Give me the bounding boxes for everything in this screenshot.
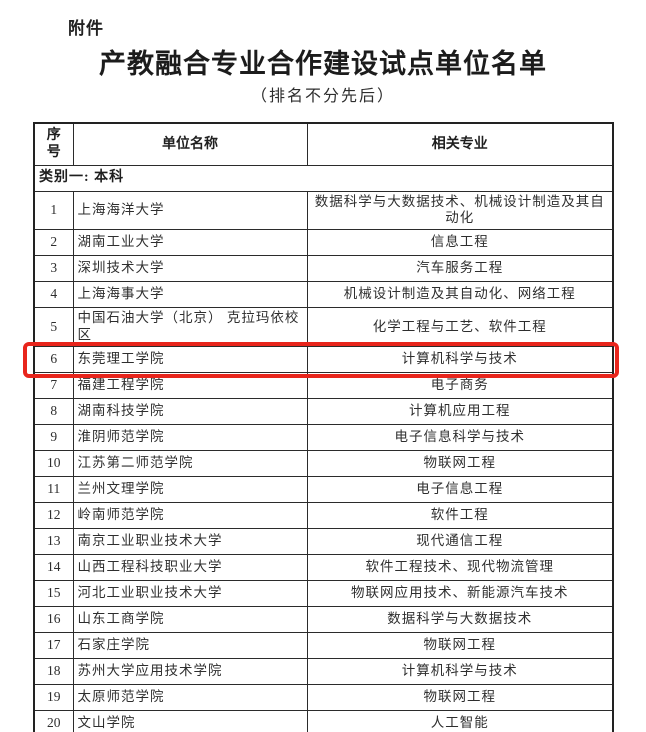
major-cell: 计算机科学与技术 [306,346,614,373]
row-number-cell: 10 [33,450,74,477]
major-cell: 电子商务 [306,372,614,399]
category-row: 类别一: 本科 [33,164,614,192]
unit-name-cell: 东莞理工学院 [72,346,308,373]
unit-name-cell: 苏州大学应用技术学院 [72,658,308,685]
unit-name-cell: 湖南工业大学 [72,229,308,257]
major-cell: 汽车服务工程 [306,255,614,283]
major-cell: 机械设计制造及其自动化、网络工程 [306,281,614,309]
major-cell: 物联网应用技术、新能源汽车技术 [306,580,614,607]
table-row: 11 兰州文理学院 电子信息工程 [33,476,614,503]
table-row: 13 南京工业职业技术大学 现代通信工程 [33,528,614,555]
unit-name-cell: 岭南师范学院 [72,502,308,529]
units-table: 序 号 单位名称 相关专业 类别一: 本科 1 上海海洋大学 数据科学与大数据技术、… [33,122,614,732]
row-number-cell: 19 [33,684,74,711]
category-label: 类别一: 本科 [33,164,614,192]
row-number-cell: 8 [33,398,74,425]
unit-name-cell: 深圳技术大学 [72,255,308,283]
unit-name-cell: 南京工业职业技术大学 [72,528,308,555]
table-row: 5 中国石油大学（北京） 克拉玛依校区 化学工程与工艺、软件工程 [33,307,614,347]
row-number-cell: 11 [33,476,74,503]
row-number-cell: 17 [33,632,74,659]
row-number-cell: 9 [33,424,74,451]
row-number-cell: 15 [33,580,74,607]
unit-name-cell: 太原师范学院 [72,684,308,711]
unit-name-cell: 中国石油大学（北京） 克拉玛依校区 [72,307,308,347]
table-row: 1 上海海洋大学 数据科学与大数据技术、机械设计制造及其自动化 [33,190,614,231]
unit-name-cell: 山东工商学院 [72,606,308,633]
unit-name-cell: 兰州文理学院 [72,476,308,503]
header-index: 序 号 [33,122,74,166]
major-cell: 物联网工程 [306,450,614,477]
table-row: 8 湖南科技学院 计算机应用工程 [33,398,614,425]
table-header: 序 号 单位名称 相关专业 [33,122,614,166]
major-cell: 电子信息工程 [306,476,614,503]
unit-name-cell: 河北工业职业技术大学 [72,580,308,607]
unit-name-cell: 江苏第二师范学院 [72,450,308,477]
unit-name-cell: 石家庄学院 [72,632,308,659]
table-row: 18 苏州大学应用技术学院 计算机科学与技术 [33,658,614,685]
major-cell: 计算机应用工程 [306,398,614,425]
row-number-cell: 5 [33,307,74,347]
row-number-cell: 13 [33,528,74,555]
major-cell: 信息工程 [306,229,614,257]
unit-name-cell: 湖南科技学院 [72,398,308,425]
table-row: 6 东莞理工学院 计算机科学与技术 [33,346,614,373]
major-cell: 数据科学与大数据技术 [306,606,614,633]
table-row: 20 文山学院 人工智能 [33,710,614,732]
unit-name-cell: 山西工程科技职业大学 [72,554,308,581]
header-unit-name: 单位名称 [72,122,308,166]
unit-name-cell: 上海海洋大学 [72,190,308,231]
table-row: 7 福建工程学院 电子商务 [33,372,614,399]
row-number-cell: 1 [33,190,74,231]
major-cell: 计算机科学与技术 [306,658,614,685]
major-cell: 软件工程 [306,502,614,529]
page-subtitle: （排名不分先后） [250,88,395,105]
row-number-cell: 16 [33,606,74,633]
unit-name-cell: 福建工程学院 [72,372,308,399]
table-row: 19 太原师范学院 物联网工程 [33,684,614,711]
table-row: 10 江苏第二师范学院 物联网工程 [33,450,614,477]
major-cell: 物联网工程 [306,632,614,659]
unit-name-cell: 上海海事大学 [72,281,308,309]
table-row: 16 山东工商学院 数据科学与大数据技术 [33,606,614,633]
unit-name-cell: 淮阴师范学院 [72,424,308,451]
row-number-cell: 2 [33,229,74,257]
table-row: 15 河北工业职业技术大学 物联网应用技术、新能源汽车技术 [33,580,614,607]
major-cell: 数据科学与大数据技术、机械设计制造及其自动化 [306,190,614,231]
table-row: 12 岭南师范学院 软件工程 [33,502,614,529]
major-cell: 人工智能 [306,710,614,732]
attachment-label: 附件 [68,19,104,38]
table-row: 14 山西工程科技职业大学 软件工程技术、现代物流管理 [33,554,614,581]
major-cell: 化学工程与工艺、软件工程 [306,307,614,347]
row-number-cell: 3 [33,255,74,283]
row-number-cell: 6 [33,346,74,373]
major-cell: 现代通信工程 [306,528,614,555]
row-number-cell: 12 [33,502,74,529]
table-row: 2 湖南工业大学 信息工程 [33,229,614,257]
table-row: 9 淮阴师范学院 电子信息科学与技术 [33,424,614,451]
row-number-cell: 20 [33,710,74,732]
header-related-major: 相关专业 [306,122,614,166]
unit-name-cell: 文山学院 [72,710,308,732]
table-row: 4 上海海事大学 机械设计制造及其自动化、网络工程 [33,281,614,309]
row-number-cell: 14 [33,554,74,581]
major-cell: 软件工程技术、现代物流管理 [306,554,614,581]
major-cell: 电子信息科学与技术 [306,424,614,451]
row-number-cell: 4 [33,281,74,309]
table-row: 17 石家庄学院 物联网工程 [33,632,614,659]
row-number-cell: 18 [33,658,74,685]
page-title: 产教融合专业合作建设试点单位名单 [99,49,547,79]
row-number-cell: 7 [33,372,74,399]
table-row: 3 深圳技术大学 汽车服务工程 [33,255,614,283]
major-cell: 物联网工程 [306,684,614,711]
